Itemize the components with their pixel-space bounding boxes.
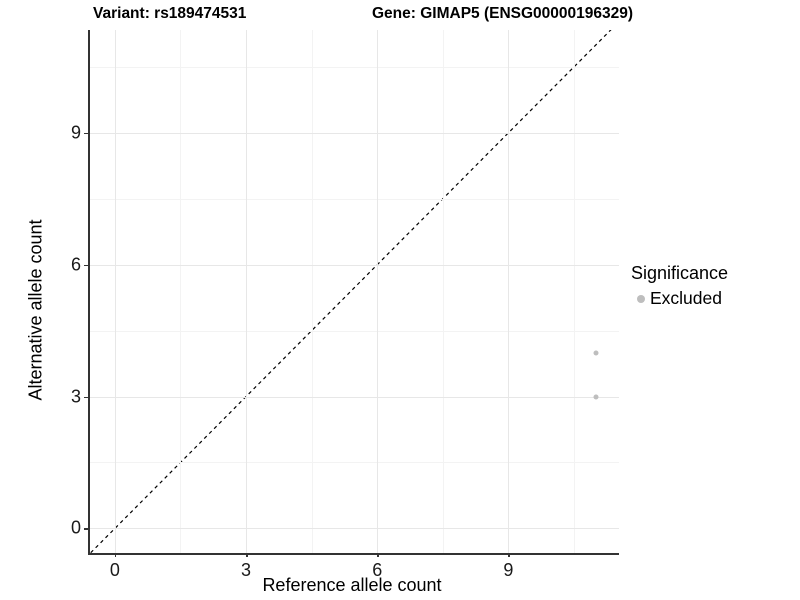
x-axis-tick-label: 3 [241,560,252,580]
y-axis-tick [84,264,88,267]
plot-title-variant: Variant: rs189474531 [93,5,247,22]
gridline-major-horizontal [90,528,619,530]
x-axis-tick [114,553,117,557]
x-axis-tick-label: 0 [109,560,120,580]
plot-panel: 0 3 6 9 0 3 6 9 [71,30,619,580]
gridline-major-vertical [114,30,116,553]
gridline-minor-horizontal [90,462,619,464]
y-axis-title: Alternative allele count [25,219,46,401]
x-axis-tick [508,553,510,557]
y-axis-tick-label: 3 [70,386,81,407]
plot-title-gene: Gene: GIMAP5 (ENSG00000196329) [372,5,634,22]
legend: Significance Excluded [631,263,728,309]
gridline-minor-vertical [573,30,575,553]
identity-dashed-line [90,30,612,553]
legend-title: Significance [631,263,729,283]
x-axis-tick [246,553,248,557]
y-axis-tick [84,396,88,399]
x-axis-tick-label: 6 [372,560,383,580]
gridline-major-vertical [246,30,248,553]
legend-item-label: Excluded [650,288,722,308]
gridline-major-horizontal [90,132,619,134]
gridline-major-vertical [377,30,379,553]
x-axis-tick-label: 9 [503,560,514,580]
gridline-minor-vertical [311,30,313,553]
y-axis-tick-label: 6 [70,254,81,275]
y-axis-tick [84,132,88,135]
gridline-major-horizontal [90,264,619,266]
y-axis-tick-label: 0 [70,517,81,538]
gridline-minor-vertical [180,30,182,553]
gridline-major-vertical [508,30,510,553]
x-axis-tick [377,553,379,557]
x-axis-title: Reference allele count [262,575,442,595]
legend-key-dot-icon [637,294,645,303]
gridline-major-horizontal [90,396,619,398]
gridline-minor-horizontal [90,330,619,332]
identity-line-layer [90,30,612,553]
y-axis-tick-label: 9 [70,122,81,143]
y-axis-tick [84,528,88,530]
data-point [593,394,599,400]
gridline-minor-vertical [442,30,444,553]
data-point [593,350,599,356]
legend-item-excluded: Excluded [631,288,728,309]
gridline-minor-horizontal [90,198,619,200]
gridline-minor-horizontal [90,66,619,68]
